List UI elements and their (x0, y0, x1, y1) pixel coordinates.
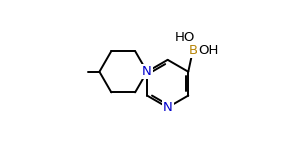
Text: OH: OH (198, 44, 218, 57)
Text: HO: HO (174, 31, 195, 44)
Text: B: B (188, 44, 197, 57)
Text: N: N (142, 65, 152, 78)
Text: N: N (163, 101, 172, 114)
